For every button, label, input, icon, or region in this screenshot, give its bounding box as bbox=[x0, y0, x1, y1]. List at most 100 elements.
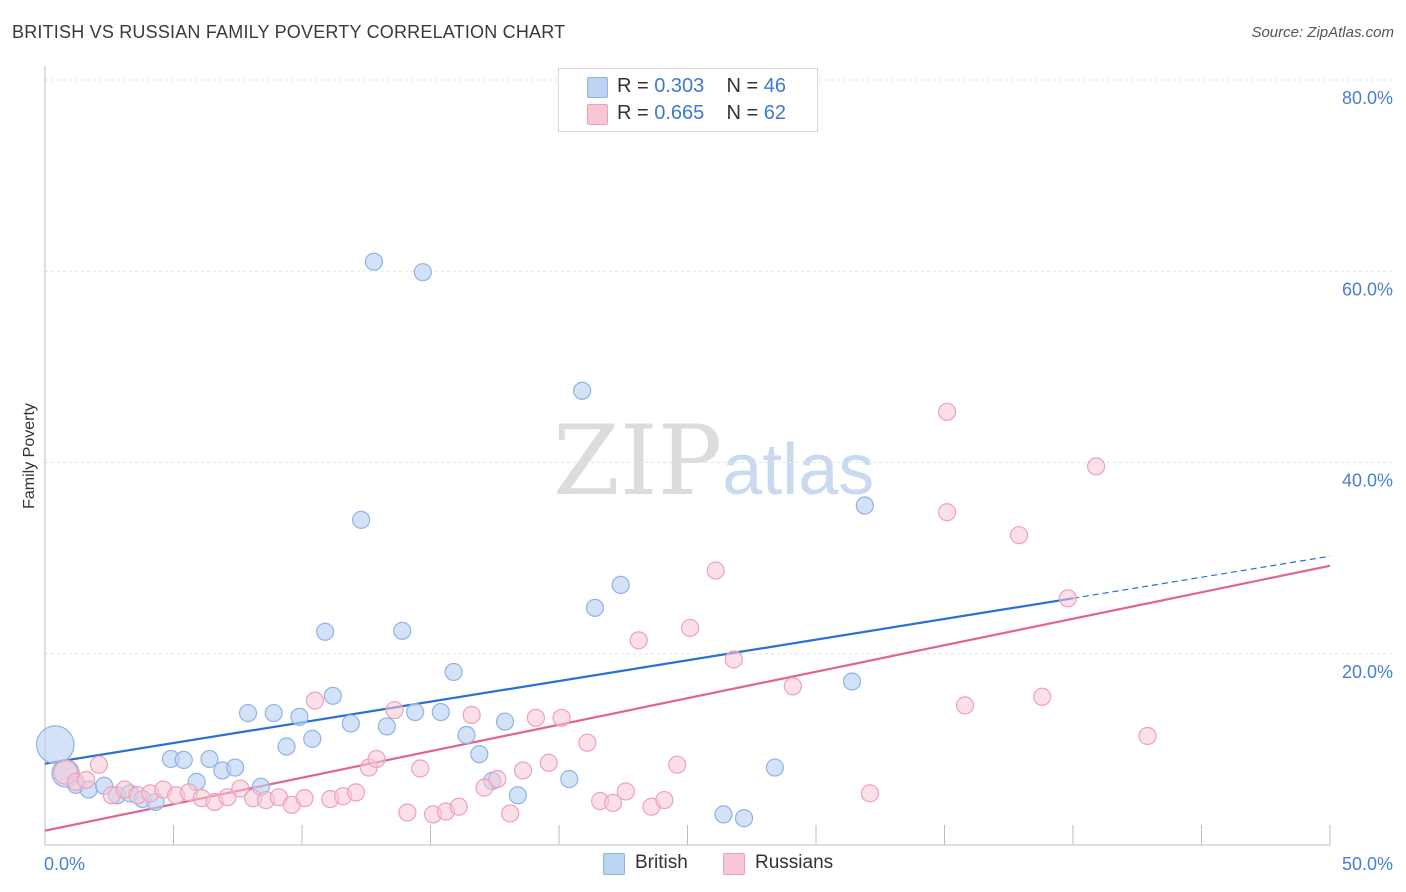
british-point bbox=[226, 758, 245, 777]
y-tick-label: 80.0% bbox=[1342, 88, 1393, 108]
russians-r-value: 0.665 bbox=[654, 102, 705, 124]
bottom-russians-label: Russians bbox=[755, 852, 834, 873]
russians-point bbox=[668, 755, 687, 774]
x-tick-label-min: 0.0% bbox=[44, 854, 85, 874]
british-point bbox=[35, 725, 75, 764]
british-trend-extension bbox=[1072, 555, 1331, 599]
british-point bbox=[457, 725, 476, 745]
russians-point bbox=[552, 708, 571, 727]
correlation-legend: R = 0.303 N = 46 R = 0.665 N = 62 bbox=[558, 68, 818, 132]
russians-point bbox=[305, 691, 324, 710]
russians-point bbox=[1058, 589, 1077, 608]
british-point bbox=[444, 662, 463, 682]
british-point bbox=[495, 712, 515, 731]
russians-point bbox=[462, 705, 481, 725]
russians-point bbox=[77, 770, 96, 790]
y-tick-label: 60.0% bbox=[1342, 279, 1393, 299]
british-point bbox=[714, 805, 733, 824]
british-point bbox=[316, 622, 335, 641]
russians-point bbox=[629, 631, 648, 650]
russians-points bbox=[53, 402, 1157, 824]
russians-point bbox=[449, 797, 468, 816]
british-point bbox=[855, 496, 874, 515]
british-point bbox=[842, 672, 862, 691]
russians-point bbox=[488, 769, 507, 789]
watermark-atlas: atlas bbox=[722, 430, 875, 510]
russians-swatch bbox=[587, 104, 608, 125]
x-tick-label-max: 50.0% bbox=[1342, 854, 1393, 874]
russians-point bbox=[578, 733, 597, 752]
british-r-label: R = bbox=[617, 75, 655, 97]
russians-point bbox=[706, 561, 725, 580]
russians-point bbox=[616, 782, 635, 801]
british-point bbox=[405, 702, 425, 722]
russians-point bbox=[1087, 457, 1106, 476]
british-point bbox=[323, 686, 342, 705]
british-swatch bbox=[587, 77, 608, 98]
russians-point bbox=[680, 618, 700, 638]
russians-point bbox=[955, 696, 975, 715]
british-point bbox=[560, 769, 579, 789]
russians-point bbox=[398, 803, 417, 822]
tick-labels: 20.0% 40.0% 60.0% 80.0% 0.0% 50.0% Family Pove… bbox=[21, 88, 1393, 874]
british-point bbox=[431, 702, 450, 722]
british-point bbox=[377, 717, 396, 736]
russians-point bbox=[295, 789, 314, 808]
russians-point bbox=[655, 790, 674, 810]
british-point bbox=[277, 737, 296, 756]
british-r-value: 0.303 bbox=[654, 75, 705, 97]
british-point bbox=[200, 749, 219, 769]
russians-point bbox=[513, 761, 533, 780]
russians-point bbox=[539, 753, 558, 772]
bottom-british-swatch bbox=[603, 853, 625, 875]
russians-r-label: R = bbox=[617, 102, 655, 124]
y-axis-label: Family Poverty bbox=[21, 403, 38, 509]
british-points bbox=[35, 252, 874, 828]
british-point bbox=[303, 729, 322, 748]
russians-point bbox=[1033, 687, 1052, 706]
british-n-value: 46 bbox=[763, 75, 787, 97]
russians-point bbox=[1138, 726, 1157, 746]
axes bbox=[44, 66, 1331, 846]
british-n-label: N = bbox=[726, 75, 764, 97]
british-point bbox=[765, 758, 784, 777]
russians-point bbox=[501, 804, 520, 823]
russians-point bbox=[411, 759, 430, 778]
russians-n-value: 62 bbox=[763, 102, 787, 124]
russians-point bbox=[89, 755, 109, 774]
russians-point bbox=[724, 650, 743, 669]
bottom-russians-swatch bbox=[723, 853, 745, 875]
british-point bbox=[585, 598, 605, 617]
russians-point bbox=[367, 749, 386, 769]
source-label: Source: ZipAtlas.com bbox=[1251, 24, 1394, 41]
y-tick-label: 20.0% bbox=[1342, 662, 1393, 682]
russians-point bbox=[1009, 526, 1029, 545]
british-point bbox=[364, 252, 384, 271]
british-point bbox=[174, 750, 193, 769]
russians-point bbox=[603, 793, 623, 813]
british-trend-line bbox=[44, 597, 1074, 765]
y-tick-label: 40.0% bbox=[1342, 471, 1393, 491]
british-point bbox=[238, 703, 258, 723]
british-point bbox=[264, 703, 283, 723]
russians-point bbox=[231, 779, 250, 798]
legend-british-text: R = 0.303 N = 46 bbox=[617, 75, 786, 98]
watermark: ZIPatlas bbox=[553, 405, 874, 517]
russians-point bbox=[346, 783, 366, 802]
british-point bbox=[470, 745, 489, 764]
russians-point bbox=[937, 402, 957, 421]
british-point bbox=[734, 809, 754, 828]
british-point bbox=[290, 707, 309, 726]
british-point bbox=[611, 575, 630, 595]
watermark-zip: ZIP bbox=[553, 405, 723, 517]
british-point bbox=[413, 263, 432, 282]
russians-n-label: N = bbox=[726, 102, 764, 124]
russians-point bbox=[783, 677, 802, 696]
russians-point bbox=[385, 701, 404, 720]
british-point bbox=[393, 621, 412, 640]
russians-point bbox=[860, 784, 880, 803]
british-point bbox=[573, 381, 592, 400]
russians-point bbox=[937, 503, 957, 522]
chart-title: BRITISH VS RUSSIAN FAMILY POVERTY CORREL… bbox=[12, 22, 566, 42]
